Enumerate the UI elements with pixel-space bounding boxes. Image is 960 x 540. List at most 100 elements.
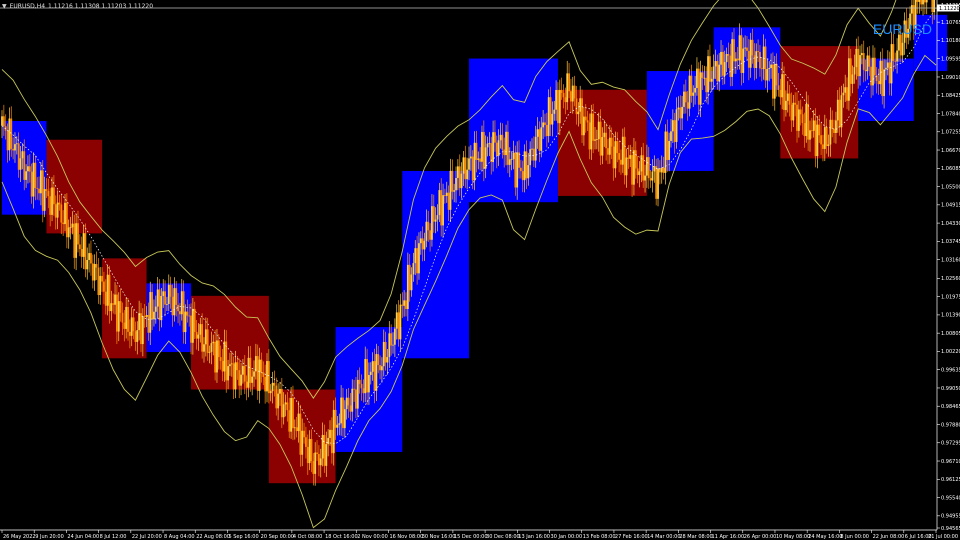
candle-body	[282, 404, 285, 418]
candle-body	[138, 313, 141, 331]
candle-body	[145, 315, 148, 317]
candle-body	[51, 187, 53, 215]
candle-body	[842, 92, 845, 96]
candle-body	[492, 132, 494, 163]
candle-body	[73, 223, 76, 258]
candle-body	[151, 292, 154, 320]
candle-body	[870, 66, 873, 86]
candle-body	[52, 187, 55, 205]
candle-body	[75, 223, 78, 258]
time-tick-label: 22 Jul 20:00	[132, 534, 162, 540]
time-tick-label: 14 Mar 00:00	[647, 534, 680, 540]
candle-body	[709, 56, 711, 82]
dropdown-arrow-icon[interactable]: ▼	[2, 2, 7, 10]
candle-body	[562, 92, 565, 98]
candle-body	[166, 304, 168, 305]
time-tick-label: 13 Feb 08:00	[583, 534, 616, 540]
time-tick-label: 22 Jun 08:00	[873, 534, 905, 540]
candle-body	[775, 63, 778, 86]
candle-body	[501, 134, 504, 150]
candle-body	[922, 0, 924, 5]
candle-body	[631, 155, 633, 185]
candle-body	[760, 68, 763, 70]
candle-body	[401, 304, 404, 306]
candle-body	[173, 288, 176, 316]
candle-body	[358, 379, 361, 384]
candle-body	[779, 89, 782, 98]
candle-body	[823, 127, 826, 149]
candle-body	[629, 155, 632, 159]
candle-body	[466, 169, 469, 180]
candle-body	[162, 291, 165, 296]
candle-body	[299, 413, 302, 455]
candle-body	[147, 315, 150, 333]
candle-body	[836, 99, 839, 121]
upper-band-line	[1, 0, 897, 399]
candle-body	[381, 366, 383, 371]
candle-body	[279, 388, 281, 394]
candle-body	[384, 341, 387, 363]
candle-body	[553, 109, 556, 114]
time-tick-label: 30 Nov 16:00	[422, 534, 456, 540]
candle-body	[536, 129, 539, 137]
candle-body	[540, 127, 543, 151]
candle-body	[555, 89, 557, 110]
candle-body	[25, 171, 27, 180]
candle-body	[531, 148, 533, 150]
candle-body	[740, 35, 743, 73]
price-tick-label: 1.10180	[941, 38, 960, 44]
candle-body	[71, 223, 74, 228]
candle-body	[408, 264, 411, 291]
candle-body	[920, 0, 923, 5]
time-tick-label: 20 Sep 00:00	[261, 534, 294, 540]
candle-body	[903, 20, 906, 43]
ohlc-readout: 1.11216 1.11308 1.11203 1.11220	[48, 2, 154, 10]
candle-body	[371, 361, 374, 372]
candle-body	[825, 127, 828, 147]
candle-body	[397, 312, 400, 340]
candle-body	[379, 365, 381, 371]
candle-body	[406, 264, 409, 310]
candle-body	[8, 118, 11, 151]
candle-body	[284, 402, 287, 405]
candle-body	[336, 424, 339, 428]
candle-body	[616, 141, 619, 154]
candle-body	[733, 39, 735, 62]
price-tick-label: 0.97880	[941, 422, 960, 428]
candle-body	[499, 134, 502, 141]
candle-body	[119, 301, 122, 313]
candle-body	[482, 131, 485, 169]
candle-body	[883, 69, 886, 97]
candle-body	[43, 189, 46, 211]
candle-body	[886, 62, 889, 68]
candle-body	[514, 152, 517, 188]
candle-body	[366, 359, 368, 393]
candle-body	[462, 157, 465, 174]
candle-body	[729, 55, 732, 77]
candle-body	[64, 202, 66, 225]
candle-body	[69, 227, 72, 229]
candle-body	[392, 344, 394, 346]
candle-body	[321, 434, 324, 459]
time-tick-label: 5 Sep 16:00	[228, 534, 258, 540]
price-tick-label: 1.01975	[941, 294, 960, 300]
candle-body	[879, 60, 882, 85]
candle-body	[390, 333, 393, 346]
axes	[0, 0, 938, 531]
candle-body	[673, 120, 676, 142]
time-tick-label: 24 Jun 04:00	[67, 534, 99, 540]
candle-body	[564, 97, 567, 103]
candle-body	[440, 190, 443, 226]
candle-body	[323, 434, 326, 466]
candle-body	[595, 139, 598, 141]
candle-body	[388, 333, 391, 358]
candle-body	[657, 168, 659, 199]
candle-body	[551, 113, 554, 125]
candle-body	[88, 253, 90, 261]
candle-body	[418, 243, 420, 274]
candle-body	[267, 361, 270, 394]
candle-body	[662, 167, 665, 173]
candle-body	[507, 131, 509, 165]
